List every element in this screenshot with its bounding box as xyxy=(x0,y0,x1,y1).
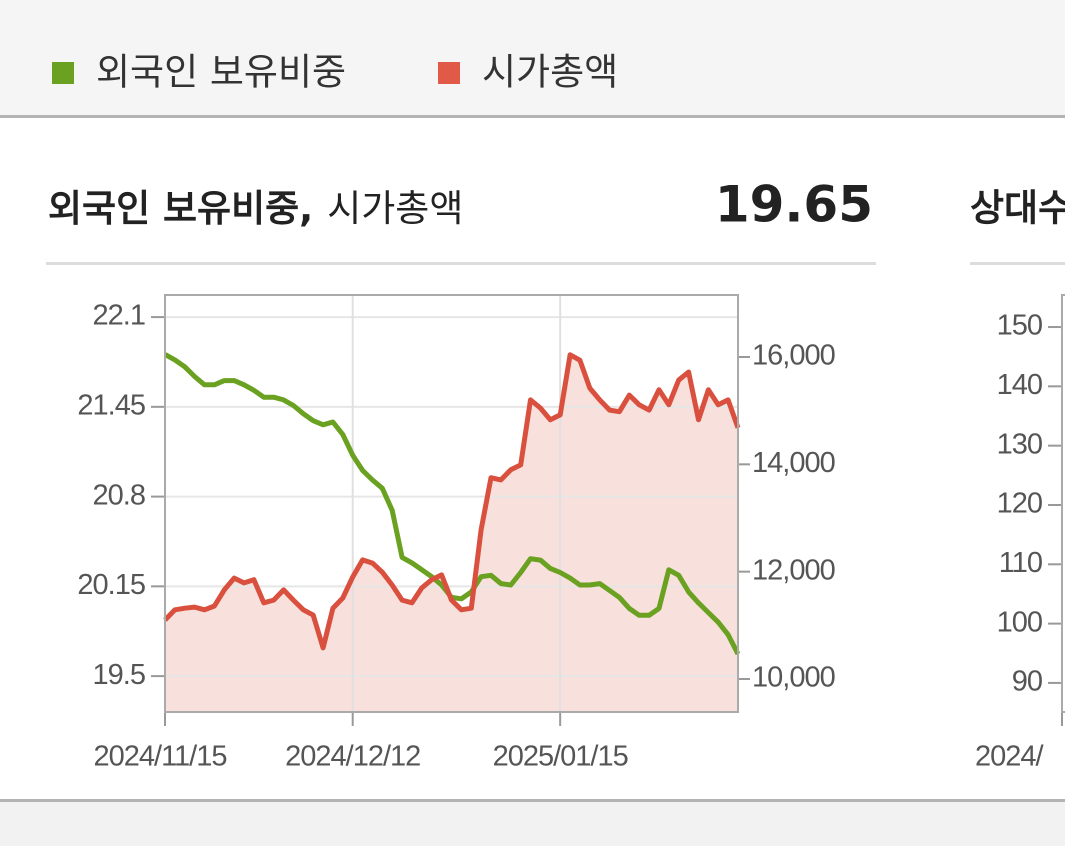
x-tick-label: 2024/11/15 xyxy=(94,741,227,773)
footer-border xyxy=(0,799,1065,802)
plot-frame xyxy=(1061,294,1065,713)
y-tick-label: 150 xyxy=(997,310,1042,342)
panel-divider xyxy=(46,262,876,265)
legend-label: 외국인 보유비중 xyxy=(96,51,346,94)
x-tick-label: 2025/01/15 xyxy=(493,741,628,773)
y2-tick-label: 14,000 xyxy=(752,447,835,479)
series-area xyxy=(165,354,738,712)
y2-tick-label: 10,000 xyxy=(752,662,835,694)
panel-title: 상대수 xyxy=(970,187,1065,230)
x-tick-label: 2024/12/12 xyxy=(285,741,420,773)
legend-swatch xyxy=(438,62,460,84)
y-tick-label: 21.45 xyxy=(77,390,145,422)
y-tick-label: 20.8 xyxy=(93,479,145,511)
panel-value: 19.65 xyxy=(715,176,873,234)
panel-subtitle: 시가총액 xyxy=(327,187,463,230)
panel-title: 외국인 보유비중, 시가총액 xyxy=(48,187,463,230)
plot-frame xyxy=(164,294,739,713)
y-tick-label: 120 xyxy=(997,488,1042,520)
y-tick-label: 22.1 xyxy=(93,300,145,332)
panel-title-main: 외국인 보유비중, xyxy=(48,187,313,230)
footer-bar xyxy=(0,800,1065,846)
x-tick-label: 2024/ xyxy=(975,741,1045,773)
series-line xyxy=(163,352,741,651)
y-tick-label: 19.5 xyxy=(93,659,145,691)
y2-tick-label: 12,000 xyxy=(752,554,835,586)
legend-bar-border xyxy=(0,115,1065,118)
legend-swatch xyxy=(52,62,74,84)
panel-divider xyxy=(970,262,1065,265)
y-tick-label: 110 xyxy=(999,547,1042,579)
y2-tick-label: 16,000 xyxy=(752,340,835,372)
y-tick-label: 90 xyxy=(1012,666,1042,698)
legend-bar xyxy=(0,0,1065,116)
legend-label: 시가총액 xyxy=(482,51,618,94)
plot-background xyxy=(1062,295,1065,712)
y-tick-label: 140 xyxy=(997,369,1042,401)
y-tick-label: 20.15 xyxy=(77,569,145,601)
y-tick-label: 100 xyxy=(997,606,1042,638)
y-tick-label: 130 xyxy=(997,428,1042,460)
